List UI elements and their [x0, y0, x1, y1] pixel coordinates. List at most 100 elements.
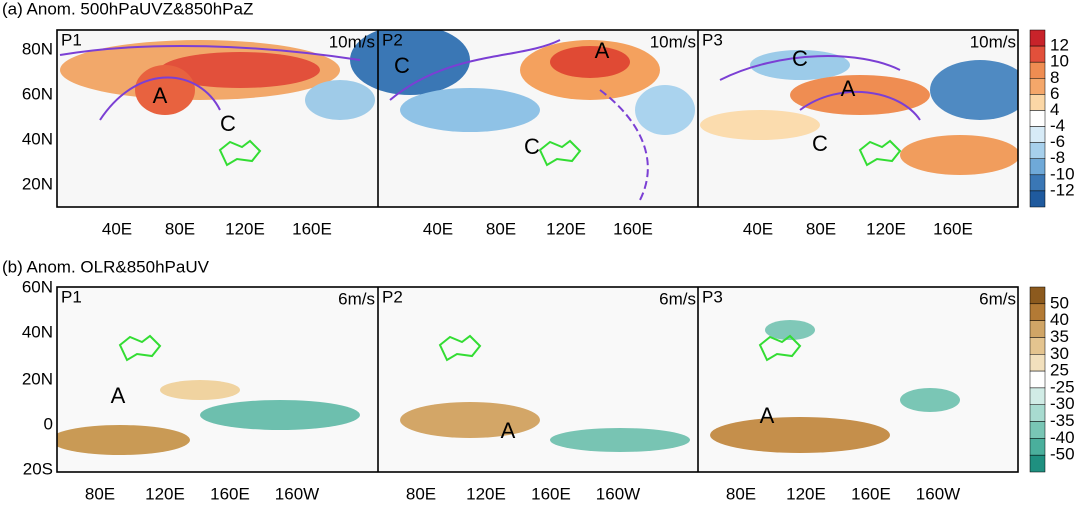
lon-label: 160E	[613, 219, 653, 238]
ref-vector: 6m/s	[338, 289, 375, 308]
anomaly-marker: C	[792, 46, 808, 71]
map-shading-top	[57, 30, 1018, 207]
colorbar-label: -50	[1050, 445, 1075, 464]
subpanel-label: P3	[702, 30, 723, 49]
lon-label: 80E	[165, 219, 195, 238]
anomaly-marker: C	[220, 111, 236, 136]
lon-label: 80E	[726, 484, 756, 503]
lon-label: 160W	[596, 484, 640, 503]
subpanel-label: P3	[702, 287, 723, 306]
lat-label: 0	[44, 414, 53, 433]
anomaly-marker: A	[760, 403, 775, 428]
ref-vector: 10m/s	[650, 32, 696, 51]
colorbar-label: 10	[1050, 52, 1069, 71]
lat-label: 60N	[22, 277, 53, 296]
colorbar-label: -6	[1050, 132, 1065, 151]
lat-label: 20N	[22, 174, 53, 193]
lon-label: 120E	[866, 219, 906, 238]
colorbar-label: -40	[1050, 428, 1075, 447]
colorbar-cell	[1029, 110, 1046, 127]
colorbar-cell	[1029, 337, 1046, 355]
colorbar-label: 4	[1050, 100, 1059, 119]
lon-label: 120E	[145, 484, 185, 503]
colorbar-cell	[1029, 142, 1046, 159]
ref-vector: 10m/s	[329, 32, 375, 51]
contours	[59, 39, 921, 201]
colorbar-label: 40	[1050, 310, 1069, 329]
panel-title: (a) Anom. 500hPaUVZ&850hPaZ	[2, 0, 253, 18]
colorbar-cell	[1029, 78, 1046, 95]
lon-label: 160E	[210, 484, 250, 503]
colorbar-cell	[1029, 438, 1046, 456]
anomaly-marker: A	[111, 383, 126, 408]
subpanel-label: P2	[382, 287, 403, 306]
lat-label: 60N	[22, 84, 53, 103]
colorbar-label: 12	[1050, 36, 1069, 55]
anomaly-marker: A	[841, 76, 856, 101]
ref-vector: 6m/s	[659, 289, 696, 308]
lon-label: 160E	[933, 219, 973, 238]
lat-label: 80N	[22, 39, 53, 58]
lat-label: 20N	[22, 369, 53, 388]
colorbar-label: -30	[1050, 394, 1075, 413]
lon-label: 80E	[406, 484, 436, 503]
colorbar-label: 25	[1050, 361, 1069, 380]
colorbar-label: 8	[1050, 68, 1059, 87]
colorbar-cell	[1029, 320, 1046, 338]
region-outline	[118, 139, 902, 362]
lat-label: 40N	[22, 129, 53, 148]
lon-label: 40E	[102, 219, 132, 238]
lon-label: 160W	[916, 484, 960, 503]
colorbar-cell	[1029, 158, 1046, 176]
subpanel-label: P1	[61, 30, 82, 49]
lon-label: 120E	[466, 484, 506, 503]
colorbar-cell	[1029, 404, 1046, 422]
lon-label: 160E	[851, 484, 891, 503]
colorbar-label: -4	[1050, 116, 1065, 135]
ref-vector: 6m/s	[979, 289, 1016, 308]
colorbar-cell	[1029, 421, 1046, 439]
colorbar-label: 50	[1050, 293, 1069, 312]
subpanel-label: P1	[61, 287, 82, 306]
anomaly-marker: A	[501, 418, 516, 443]
colorbar-label: -35	[1050, 411, 1075, 430]
colorbar-cell	[1029, 354, 1046, 372]
colorbar-label: -25	[1050, 377, 1075, 396]
anomaly-marker: A	[153, 83, 168, 108]
colorbar-label: 35	[1050, 327, 1069, 346]
colorbar-label: -12	[1050, 180, 1075, 199]
colorbar-cell	[1029, 29, 1046, 47]
lat-label: 20S	[23, 459, 53, 478]
lon-label: 160E	[531, 484, 571, 503]
colorbar-cell	[1029, 126, 1046, 143]
lon-label: 120E	[225, 219, 265, 238]
lon-label: 160W	[275, 484, 319, 503]
lon-label: 80E	[486, 219, 516, 238]
colorbar-cell	[1029, 387, 1046, 405]
colorbar-label: -8	[1050, 148, 1065, 167]
anomaly-marker: A	[595, 38, 610, 63]
colorbar-cell	[1029, 61, 1046, 79]
subpanel-label: P2	[382, 30, 403, 49]
colorbar-label: 30	[1050, 344, 1069, 363]
colorbar-cell	[1029, 174, 1046, 192]
colorbar-label: 6	[1050, 84, 1059, 103]
anomaly-marker: C	[812, 131, 828, 156]
colorbar-cell	[1029, 190, 1046, 208]
lon-label: 120E	[546, 219, 586, 238]
colorbar-cell	[1029, 370, 1046, 389]
colorbar-cell	[1029, 454, 1046, 473]
anomaly-marker: C	[524, 134, 540, 159]
colorbar-cell	[1029, 286, 1046, 305]
ref-vector: 10m/s	[970, 32, 1016, 51]
lat-label: 40N	[22, 322, 53, 341]
panel-frames	[56, 29, 1019, 473]
lon-label: 80E	[85, 484, 115, 503]
anomaly-marker: C	[394, 53, 410, 78]
panel-title: (b) Anom. OLR&850hPaUV	[2, 257, 210, 276]
map-shading-bottom	[57, 287, 1018, 472]
lon-label: 40E	[423, 219, 453, 238]
lon-label: 80E	[806, 219, 836, 238]
colorbar-label: -10	[1050, 164, 1075, 183]
colorbar-cell	[1029, 303, 1046, 321]
